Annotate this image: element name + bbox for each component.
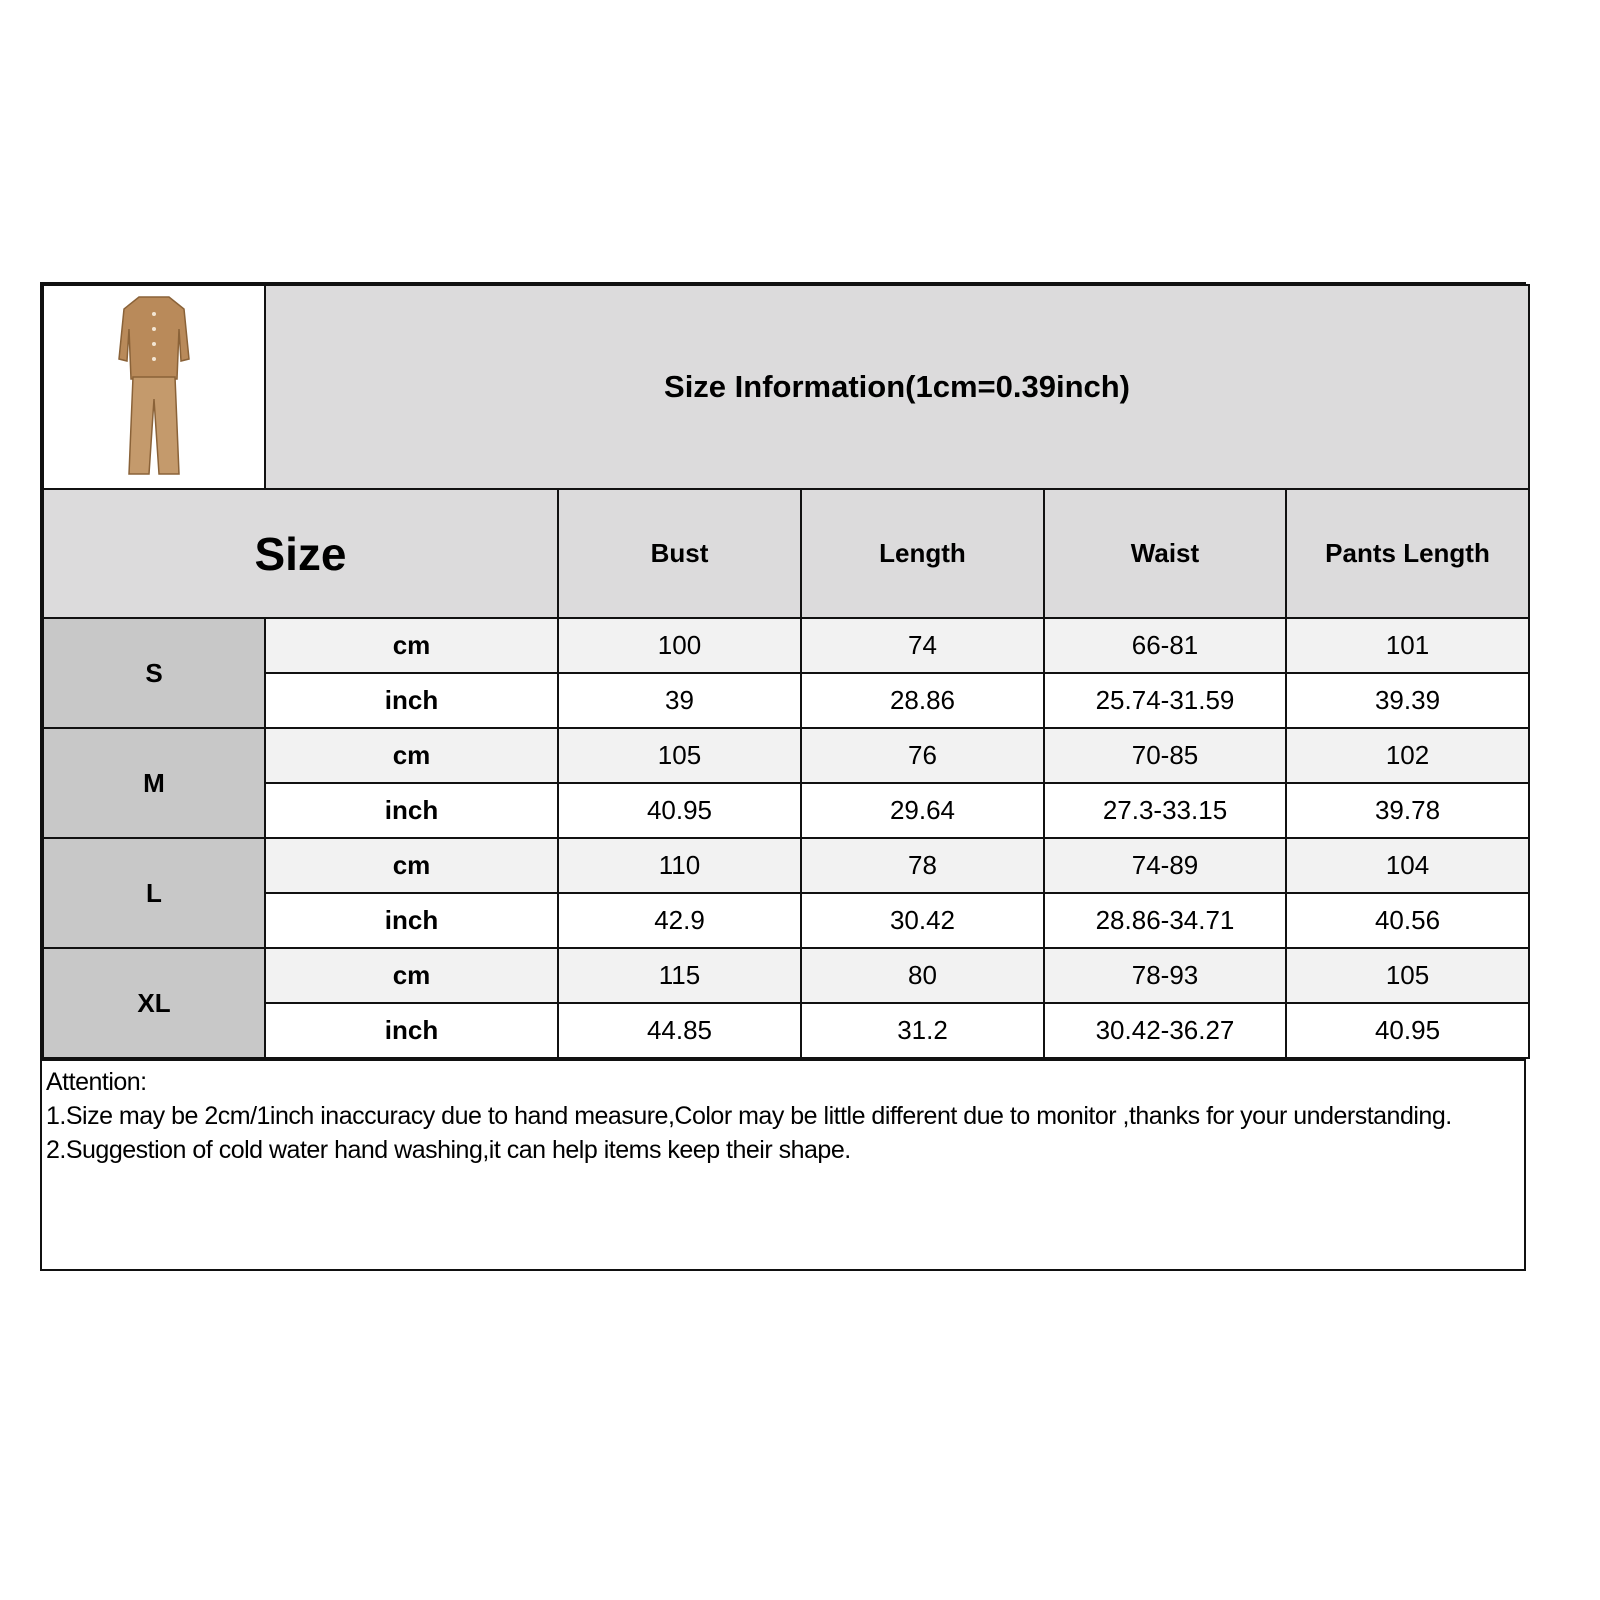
- pajama-set-image: [118, 295, 190, 475]
- measurement-cell: 104: [1284, 837, 1531, 894]
- unit-label: inch: [264, 782, 559, 839]
- measurement-cell: 74: [800, 617, 1045, 674]
- table-row-m-inch: inch 40.95 29.64 27.3-33.15 39.78: [43, 782, 1531, 839]
- measurement-cell: 39: [557, 672, 802, 729]
- size-label: S: [42, 617, 266, 729]
- size-chart: Size Information(1cm=0.39inch) Size Bust…: [40, 282, 1531, 1271]
- size-label: M: [42, 727, 266, 839]
- measurement-cell: 110: [557, 837, 802, 894]
- unit-label: cm: [264, 837, 559, 894]
- measurement-cell: 40.56: [1284, 892, 1531, 949]
- measurement-cell: 28.86-34.71: [1043, 892, 1287, 949]
- unit-label: inch: [264, 892, 559, 949]
- measurement-cell: 30.42-36.27: [1043, 1002, 1287, 1059]
- measurement-cell: 31.2: [800, 1002, 1045, 1059]
- unit-label: cm: [264, 617, 559, 674]
- measurement-cell: 115: [557, 947, 802, 1004]
- note-item: 1.Size may be 2cm/1inch inaccuracy due t…: [46, 1102, 1452, 1130]
- column-header: Waist: [1043, 488, 1287, 619]
- table-row-s-inch: inch 39 28.86 25.74-31.59 39.39: [43, 672, 1531, 729]
- size-table: Size Information(1cm=0.39inch) Size Bust…: [42, 284, 1531, 1059]
- measurement-cell: 102: [1284, 727, 1531, 784]
- note-item: 2.Suggestion of cold water hand washing,…: [46, 1136, 851, 1164]
- measurement-cell: 105: [1284, 947, 1531, 1004]
- column-header: Pants Length: [1284, 488, 1531, 619]
- measurement-cell: 30.42: [800, 892, 1045, 949]
- product-image: [42, 284, 266, 490]
- measurement-cell: 76: [800, 727, 1045, 784]
- unit-label: cm: [264, 727, 559, 784]
- size-label: L: [42, 837, 266, 949]
- measurement-cell: 39.39: [1284, 672, 1531, 729]
- measurement-cell: 78-93: [1043, 947, 1287, 1004]
- measurement-cell: 44.85: [557, 1002, 802, 1059]
- measurement-cell: 101: [1284, 617, 1531, 674]
- measurement-cell: 42.9: [557, 892, 802, 949]
- unit-label: cm: [264, 947, 559, 1004]
- unit-label: inch: [264, 672, 559, 729]
- measurement-cell: 100: [557, 617, 802, 674]
- size-label: XL: [42, 947, 266, 1059]
- measurement-cell: 27.3-33.15: [1043, 782, 1287, 839]
- column-header: Length: [800, 488, 1045, 619]
- size-header: Size: [42, 488, 559, 619]
- column-header: Bust: [557, 488, 802, 619]
- table-row-l-inch: inch 42.9 30.42 28.86-34.71 40.56: [43, 892, 1531, 949]
- measurement-cell: 78: [800, 837, 1045, 894]
- measurement-cell: 40.95: [557, 782, 802, 839]
- measurement-cell: 39.78: [1284, 782, 1531, 839]
- table-row-xl-inch: inch 44.85 31.2 30.42-36.27 40.95: [43, 1002, 1531, 1059]
- notes-heading: Attention:: [46, 1068, 147, 1096]
- measurement-cell: 25.74-31.59: [1043, 672, 1287, 729]
- measurement-cell: 29.64: [800, 782, 1045, 839]
- measurement-cell: 70-85: [1043, 727, 1287, 784]
- unit-label: inch: [264, 1002, 559, 1059]
- table-row-xl-cm: XL cm 115 80 78-93 105: [42, 947, 1531, 1059]
- measurement-cell: 40.95: [1284, 1002, 1531, 1059]
- measurement-cell: 66-81: [1043, 617, 1287, 674]
- measurement-cell: 105: [557, 727, 802, 784]
- attention-notes: Attention: 1.Size may be 2cm/1inch inacc…: [42, 1059, 1524, 1269]
- measurement-cell: 80: [800, 947, 1045, 1004]
- chart-title: Size Information(1cm=0.39inch): [263, 284, 1531, 490]
- measurement-cell: 28.86: [800, 672, 1045, 729]
- measurement-cell: 74-89: [1043, 837, 1287, 894]
